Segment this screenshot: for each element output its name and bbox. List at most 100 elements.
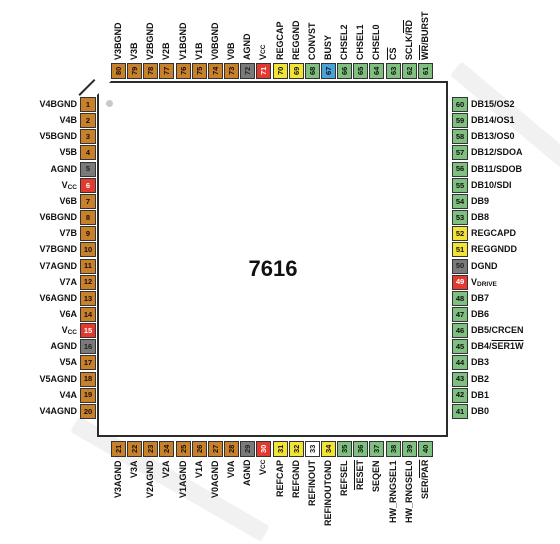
pin-79-box: 79 — [127, 63, 143, 79]
pin-42-label: DB1 — [471, 389, 490, 400]
pin-36-box: 36 — [353, 441, 369, 457]
pin-67-box: 67 — [320, 63, 336, 79]
pin-44-label: DB3 — [471, 357, 490, 368]
pin-24-box: 24 — [159, 441, 175, 457]
pin-78-box: 78 — [143, 63, 159, 79]
pin-22-label: V3A — [129, 460, 140, 478]
pin-16-box: 16 — [80, 339, 96, 355]
pin-26-label: V1A — [193, 460, 204, 478]
pin-72-box: 72 — [240, 63, 256, 79]
pin-1-label: V4BGND — [39, 99, 77, 109]
pin-1-box: 1 — [80, 97, 96, 112]
pin-2-label: V4B — [59, 115, 77, 126]
pin-13-box: 13 — [80, 290, 96, 306]
pin-53-box: 53 — [452, 210, 468, 226]
pin-75-box: 75 — [191, 63, 207, 79]
chip-name: 7616 — [248, 256, 298, 281]
pin-46-box: 46 — [452, 323, 468, 339]
pin-8-label: V6BGND — [39, 212, 77, 223]
pin-43-box: 43 — [452, 371, 468, 387]
pin-15-box: 15 — [80, 323, 96, 339]
pin-48-label: DB7 — [471, 292, 490, 303]
pin-76-label: V1BGND — [177, 22, 188, 60]
pin-24-label: V2A — [161, 460, 172, 478]
pin-54-label: DB9 — [471, 195, 490, 206]
pin-72-label: AGND — [242, 33, 253, 61]
pin-40-label: SER/PAR — [419, 460, 430, 500]
pin-27-box: 27 — [207, 441, 223, 457]
pin-32-label: REFGND — [290, 460, 301, 498]
pin-63-label: CS — [387, 47, 398, 60]
pin-45-label: DB4/SER1W — [471, 341, 524, 352]
pin-4-box: 4 — [80, 145, 96, 161]
pin-43-label: DB2 — [471, 373, 490, 384]
pin-56-box: 56 — [452, 161, 468, 177]
pin-58-box: 58 — [452, 129, 468, 145]
pin-27-label: V0AGND — [209, 460, 220, 498]
pin-57-box: 57 — [452, 145, 468, 161]
pin-9-label: V7B — [59, 228, 77, 239]
pin-16-label: AGND — [50, 341, 78, 352]
pin-59-label: DB14/OS1 — [471, 115, 515, 126]
pin-32-box: 32 — [288, 441, 304, 457]
pin-14-label: V6A — [59, 308, 77, 319]
pin-14-box: 14 — [80, 306, 96, 322]
pin-68-label: CONVST — [306, 22, 317, 60]
pin-68-box: 68 — [304, 63, 320, 79]
pin-80-box: 80 — [111, 63, 126, 79]
pin-65-box: 65 — [353, 63, 369, 79]
pin-23-box: 23 — [143, 441, 159, 457]
pin-5-box: 5 — [80, 161, 96, 177]
pin-55-box: 55 — [452, 177, 468, 193]
pin-64-label: CHSEL0 — [371, 24, 382, 60]
pin-54-box: 54 — [452, 193, 468, 209]
pin-20-box: 20 — [80, 403, 96, 419]
pin-28-box: 28 — [224, 441, 240, 457]
pin-42-box: 42 — [452, 387, 468, 403]
pin-39-box: 39 — [401, 441, 417, 457]
pin-70-box: 70 — [272, 63, 288, 79]
pin-73-box: 73 — [224, 63, 240, 79]
pin-13-label: V6AGND — [39, 292, 77, 303]
pin-25-box: 25 — [175, 441, 191, 457]
pin-52-label: REGCAPD — [471, 228, 517, 239]
pin-50-label: DGND — [471, 260, 498, 271]
pin-44-box: 44 — [452, 355, 468, 371]
pin-33-box: 33 — [304, 441, 320, 457]
pin-15-label: VCC — [61, 325, 77, 337]
pin-61-label: WR/BURST — [419, 11, 430, 61]
pin-3-box: 3 — [80, 129, 96, 145]
pin-35-label: REFSEL — [339, 460, 350, 496]
pin-38-box: 38 — [385, 441, 401, 457]
pin-78-label: V2BGND — [145, 22, 156, 60]
pin-25-label: V1AGND — [177, 460, 188, 498]
pin1-indicator-dot — [106, 100, 113, 107]
pin-60-box: 60 — [452, 97, 468, 112]
pin-80-label: V3BGND — [113, 22, 123, 60]
pin-4-label: V5B — [59, 147, 77, 158]
pin-20-label: V4AGND — [39, 405, 77, 416]
pin-7-box: 7 — [80, 193, 96, 209]
pin-53-label: DB8 — [471, 212, 490, 223]
pin-21-label: V3AGND — [113, 460, 123, 498]
pin-63-box: 63 — [385, 63, 401, 79]
pin-52-box: 52 — [452, 226, 468, 242]
pin-50-box: 50 — [452, 258, 468, 274]
pin-5-label: AGND — [50, 163, 78, 174]
pin-38-label: HW_RNGSEL1 — [387, 460, 398, 523]
pin-10-label: V7BGND — [39, 244, 77, 255]
pin-73-label: V0B — [226, 42, 237, 60]
pin-34-box: 34 — [320, 441, 336, 457]
pin-74-box: 74 — [207, 63, 223, 79]
pin-11-label: V7AGND — [39, 260, 77, 271]
pin-70-label: REGCAP — [274, 21, 285, 60]
pin-19-box: 19 — [80, 387, 96, 403]
pin-49-label: VDRIVE — [471, 276, 497, 288]
pin-66-label: CHSEL2 — [339, 24, 350, 60]
pin-64-box: 64 — [369, 63, 385, 79]
pin-56-label: DB11/SDOB — [471, 163, 523, 174]
pin-7-label: V6B — [59, 195, 77, 206]
pin-29-label: AGND — [242, 460, 253, 487]
pin-65-label: CHSEL1 — [355, 24, 366, 60]
